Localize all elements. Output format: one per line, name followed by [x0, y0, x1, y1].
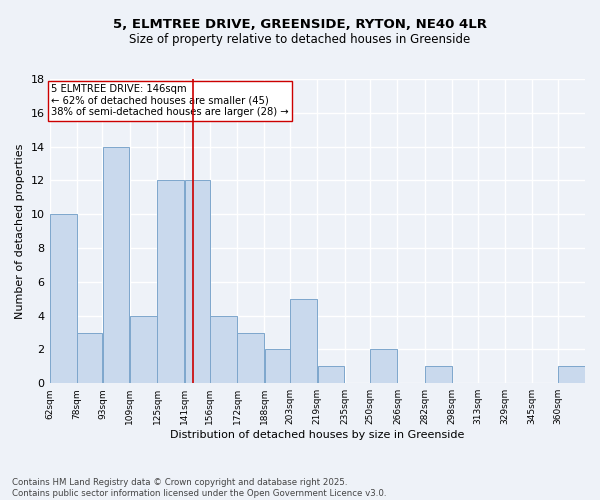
Bar [210, 316, 237, 383]
Bar [370, 350, 397, 383]
Bar [317, 366, 344, 383]
Text: Size of property relative to detached houses in Greenside: Size of property relative to detached ho… [130, 32, 470, 46]
Text: Contains HM Land Registry data © Crown copyright and database right 2025.
Contai: Contains HM Land Registry data © Crown c… [12, 478, 386, 498]
Text: 5, ELMTREE DRIVE, GREENSIDE, RYTON, NE40 4LR: 5, ELMTREE DRIVE, GREENSIDE, RYTON, NE40… [113, 18, 487, 30]
Bar [77, 332, 102, 383]
Bar [130, 316, 157, 383]
X-axis label: Distribution of detached houses by size in Greenside: Distribution of detached houses by size … [170, 430, 464, 440]
Y-axis label: Number of detached properties: Number of detached properties [15, 144, 25, 319]
Bar [103, 146, 130, 383]
Bar [50, 214, 77, 383]
Bar [265, 350, 290, 383]
Bar [558, 366, 585, 383]
Bar [185, 180, 209, 383]
Bar [238, 332, 264, 383]
Text: 5 ELMTREE DRIVE: 146sqm
← 62% of detached houses are smaller (45)
38% of semi-de: 5 ELMTREE DRIVE: 146sqm ← 62% of detache… [51, 84, 289, 117]
Bar [157, 180, 184, 383]
Bar [290, 298, 317, 383]
Bar [425, 366, 452, 383]
